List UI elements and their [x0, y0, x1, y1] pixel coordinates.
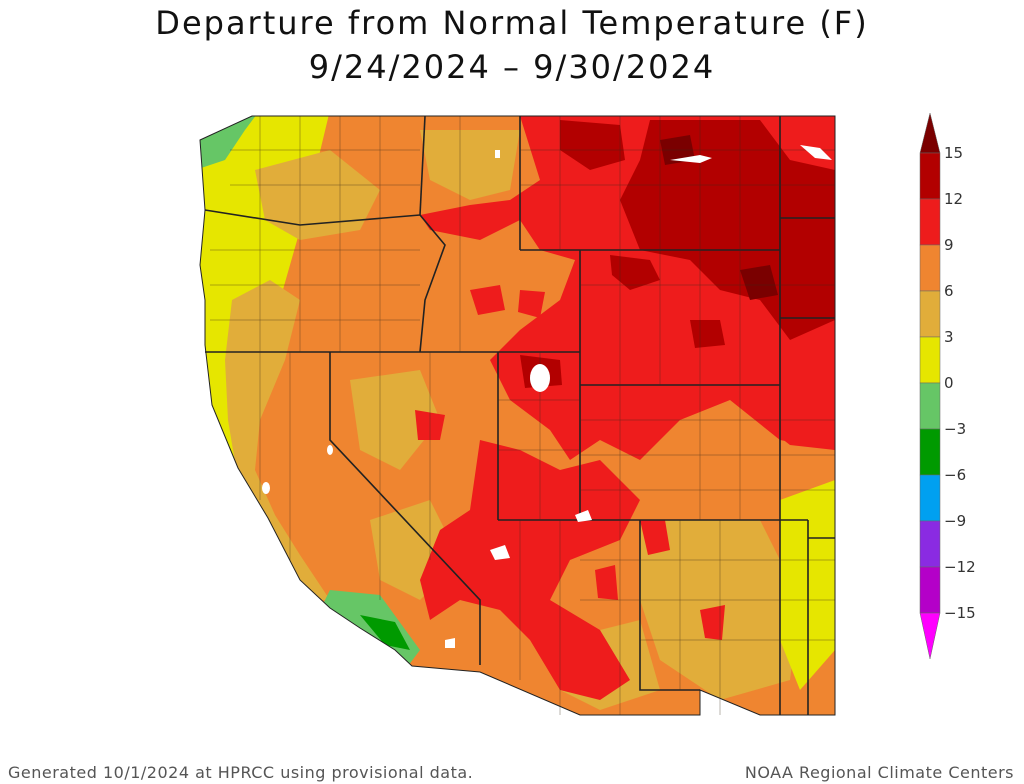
legend-tick-label: −15 — [944, 604, 976, 622]
legend-tick-label: −9 — [944, 512, 966, 530]
legend-tick-label: −6 — [944, 466, 966, 484]
county-boundaries — [210, 116, 835, 715]
legend-bin — [919, 428, 941, 476]
region-outline — [199, 115, 836, 716]
state-boundaries — [204, 115, 835, 715]
source-credit: NOAA Regional Climate Centers — [744, 763, 1014, 782]
legend-bins — [919, 112, 941, 660]
lakes — [262, 145, 832, 648]
color-legend: 15 12 9 6 3 0 −3 −6 −9 −12 −15 — [919, 112, 976, 660]
legend-tick-label: 0 — [944, 374, 954, 392]
legend-bin — [919, 474, 941, 522]
legend-bin — [919, 198, 941, 246]
legend-tick-label: 3 — [944, 328, 954, 346]
legend-tick-label: 12 — [944, 190, 963, 208]
legend-bin — [919, 382, 941, 430]
legend-bin — [919, 336, 941, 384]
legend-bin — [919, 520, 941, 568]
legend-tick-label: 15 — [944, 144, 963, 162]
legend-bin — [919, 566, 941, 614]
generated-note: Generated 10/1/2024 at HPRCC using provi… — [8, 763, 474, 782]
temperature-departure-map — [199, 115, 836, 716]
map-fill — [200, 116, 835, 715]
legend-bin — [919, 112, 941, 154]
legend-tick-label: 9 — [944, 236, 954, 254]
legend-tick-label: 6 — [944, 282, 954, 300]
legend-bin — [919, 244, 941, 292]
legend-bin — [919, 612, 941, 660]
legend-labels: 15 12 9 6 3 0 −3 −6 −9 −12 −15 — [944, 144, 976, 622]
legend-bin — [919, 290, 941, 338]
legend-bin — [919, 152, 941, 200]
map-title: Departure from Normal Temperature (F) — [155, 4, 869, 42]
date-range-subtitle: 9/24/2024 – 9/30/2024 — [308, 48, 716, 86]
legend-tick-label: −12 — [944, 558, 976, 576]
legend-tick-label: −3 — [944, 420, 966, 438]
